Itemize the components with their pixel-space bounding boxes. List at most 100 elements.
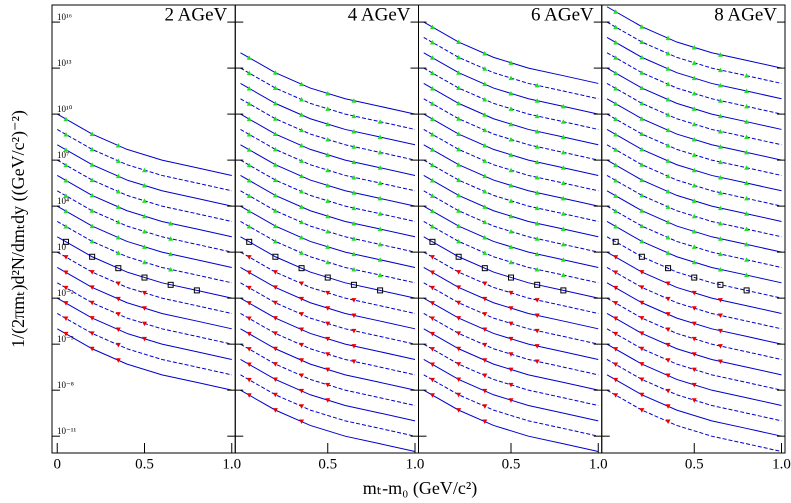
data-point	[141, 198, 147, 203]
data-point	[560, 119, 566, 124]
data-point	[744, 195, 750, 201]
data-point	[717, 144, 723, 149]
data-point	[482, 404, 488, 409]
data-point	[141, 306, 147, 311]
data-point	[665, 204, 671, 209]
data-point	[377, 119, 383, 124]
data-point	[456, 316, 462, 321]
data-point	[665, 50, 671, 56]
data-point	[639, 39, 645, 45]
data-point	[429, 285, 435, 291]
data-point	[613, 347, 619, 352]
data-point	[456, 208, 462, 213]
data-point	[351, 266, 357, 272]
data-point	[377, 272, 383, 278]
data-point	[89, 162, 95, 167]
data-point	[115, 235, 121, 240]
data-point	[246, 131, 252, 137]
data-point	[639, 116, 645, 121]
data-point	[613, 316, 619, 322]
data-point	[613, 331, 619, 337]
y-tick-label: 10⁻²	[57, 288, 74, 298]
data-point	[482, 281, 488, 287]
data-point	[272, 300, 278, 306]
data-point	[429, 362, 435, 368]
data-point	[560, 134, 566, 140]
data-point	[429, 177, 435, 183]
data-point	[193, 287, 200, 294]
data-point	[482, 312, 488, 317]
data-point	[62, 238, 69, 245]
data-point	[508, 60, 514, 65]
data-point	[377, 195, 383, 201]
data-point	[534, 205, 540, 211]
data-point	[717, 159, 723, 165]
panel-title: 6 AGeV	[531, 4, 594, 25]
data-point	[534, 328, 540, 334]
data-point	[141, 321, 147, 327]
data-point	[325, 106, 331, 111]
data-point	[299, 219, 305, 225]
data-point	[482, 96, 488, 102]
data-point	[89, 238, 95, 244]
data-point	[560, 241, 566, 247]
data-point	[63, 193, 69, 198]
data-point	[325, 306, 331, 311]
data-point	[639, 392, 645, 398]
data-point	[639, 270, 645, 275]
data-point	[534, 298, 540, 303]
data-point	[325, 152, 331, 157]
data-point	[272, 377, 278, 382]
data-point	[115, 188, 121, 194]
data-point	[717, 82, 723, 88]
data-point	[665, 35, 671, 41]
data-point	[325, 290, 331, 296]
data-point	[246, 316, 252, 322]
x-tick-label: 0.5	[502, 456, 521, 472]
data-point	[115, 342, 121, 348]
data-point	[482, 188, 488, 194]
data-point	[325, 382, 331, 388]
data-point	[272, 146, 278, 152]
data-point	[456, 192, 462, 198]
data-point	[63, 301, 69, 306]
data-point	[613, 162, 619, 168]
data-point	[89, 270, 95, 275]
data-point	[63, 316, 69, 322]
data-point	[482, 388, 488, 394]
data-point	[429, 255, 435, 260]
data-point	[377, 180, 383, 186]
data-point	[665, 419, 671, 425]
data-point	[613, 301, 619, 306]
x-tick-label: 1.0	[222, 456, 241, 472]
data-point	[508, 352, 514, 357]
fit-line	[606, 236, 782, 299]
data-point	[691, 398, 697, 403]
data-point	[325, 398, 331, 403]
data-point	[89, 131, 95, 137]
data-point	[613, 147, 619, 152]
panel	[423, 21, 599, 452]
data-point	[115, 358, 121, 363]
data-point	[639, 24, 645, 29]
data-point	[299, 142, 305, 148]
data-point	[246, 347, 252, 352]
data-point	[246, 270, 252, 276]
data-point	[141, 213, 147, 219]
data-point	[744, 88, 750, 94]
data-point	[299, 388, 305, 394]
data-point	[639, 346, 645, 352]
data-point	[246, 285, 252, 291]
data-point	[507, 274, 514, 281]
data-point	[639, 300, 645, 306]
data-point	[115, 265, 122, 272]
data-point	[508, 321, 514, 327]
data-point	[246, 208, 252, 214]
data-point	[351, 205, 357, 211]
data-point	[272, 116, 278, 121]
data-point	[272, 408, 278, 413]
data-point	[665, 188, 671, 194]
data-point	[744, 241, 750, 247]
data-point	[665, 96, 671, 102]
